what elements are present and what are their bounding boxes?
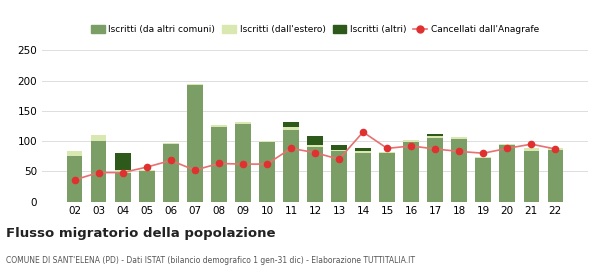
Point — [478, 151, 488, 155]
Bar — [283, 122, 299, 127]
Bar — [524, 148, 539, 151]
Bar — [67, 151, 82, 156]
Legend: Iscritti (da altri comuni), Iscritti (dall'estero), Iscritti (altri), Cancellati: Iscritti (da altri comuni), Iscritti (da… — [88, 22, 542, 38]
Bar — [187, 85, 203, 202]
Point — [286, 146, 296, 151]
Point — [406, 144, 416, 148]
Bar — [499, 145, 515, 202]
Bar — [67, 156, 82, 202]
Bar — [451, 137, 467, 139]
Bar — [331, 145, 347, 150]
Point — [551, 147, 560, 151]
Bar — [427, 134, 443, 136]
Bar — [115, 170, 131, 172]
Bar — [331, 151, 347, 202]
Point — [527, 142, 536, 146]
Point — [310, 150, 320, 155]
Bar — [355, 148, 371, 151]
Text: Flusso migratorio della popolazione: Flusso migratorio della popolazione — [6, 227, 275, 240]
Bar — [524, 151, 539, 202]
Point — [214, 161, 224, 166]
Bar — [211, 127, 227, 202]
Bar — [163, 144, 179, 202]
Bar — [499, 144, 515, 145]
Bar — [259, 142, 275, 202]
Bar — [355, 151, 371, 153]
Bar — [283, 130, 299, 202]
Bar — [355, 153, 371, 202]
Bar — [235, 122, 251, 124]
Bar — [115, 153, 131, 170]
Bar — [139, 171, 155, 202]
Point — [70, 178, 79, 182]
Point — [334, 157, 344, 162]
Point — [238, 162, 248, 166]
Bar — [475, 157, 491, 158]
Bar — [307, 145, 323, 147]
Bar — [379, 152, 395, 153]
Point — [502, 146, 512, 151]
Point — [166, 158, 176, 163]
Bar — [403, 142, 419, 202]
Bar — [427, 138, 443, 202]
Bar — [91, 141, 106, 202]
Point — [94, 170, 103, 175]
Bar — [475, 158, 491, 202]
Bar — [379, 153, 395, 202]
Bar — [427, 136, 443, 138]
Point — [358, 130, 368, 134]
Bar — [403, 140, 419, 142]
Point — [142, 165, 152, 169]
Bar — [163, 143, 179, 144]
Bar — [139, 170, 155, 171]
Point — [118, 170, 128, 175]
Bar — [451, 139, 467, 202]
Bar — [259, 141, 275, 142]
Bar — [235, 124, 251, 202]
Bar — [548, 148, 563, 150]
Bar — [187, 84, 203, 85]
Bar — [548, 150, 563, 202]
Text: COMUNE DI SANT'ELENA (PD) - Dati ISTAT (bilancio demografico 1 gen-31 dic) - Ela: COMUNE DI SANT'ELENA (PD) - Dati ISTAT (… — [6, 256, 415, 265]
Bar — [307, 147, 323, 202]
Bar — [283, 127, 299, 130]
Point — [454, 149, 464, 154]
Point — [430, 147, 440, 151]
Point — [262, 162, 272, 166]
Point — [382, 146, 392, 151]
Bar — [115, 172, 131, 202]
Point — [190, 168, 200, 172]
Bar — [331, 150, 347, 151]
Bar — [91, 135, 106, 141]
Bar — [307, 136, 323, 145]
Bar — [211, 125, 227, 127]
